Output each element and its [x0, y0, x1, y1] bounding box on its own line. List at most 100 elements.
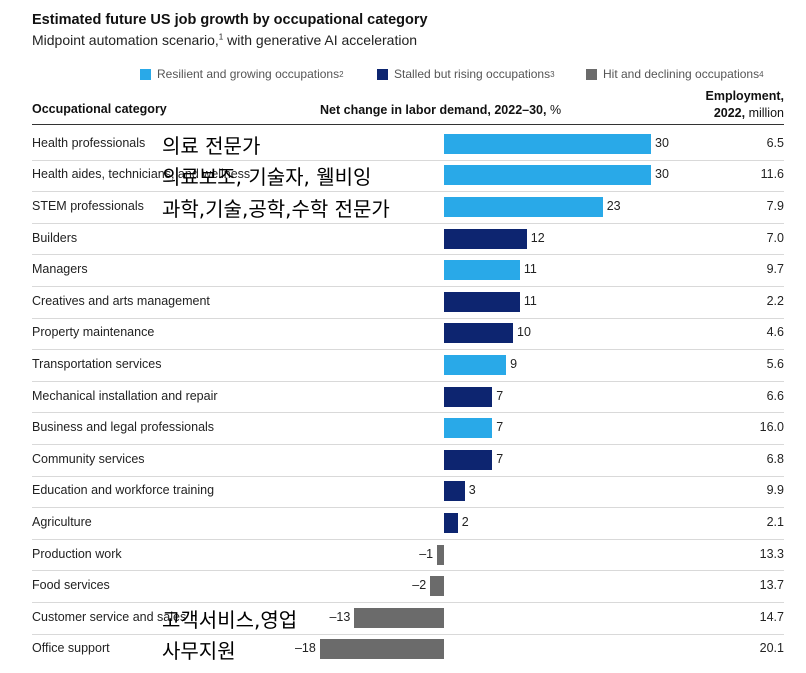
- bar-business-and-legal-professionals: [444, 418, 493, 439]
- category-label-community-services: Community services: [32, 451, 145, 466]
- bar-builders: [444, 228, 527, 249]
- employment-header-line1: Employment,: [705, 89, 785, 103]
- category-label-food-services: Food services: [32, 578, 110, 593]
- value-label-office-support: –18: [294, 641, 316, 656]
- value-label-creatives-and-arts-management: 11: [523, 293, 537, 308]
- legend-footnote-declining: 4: [759, 69, 764, 79]
- value-label-stem-professionals: 23: [606, 199, 621, 213]
- row-divider: [32, 570, 784, 572]
- employment-value-production-work: 13.3: [759, 546, 784, 561]
- category-label-business-and-legal-professionals: Business and legal professionals: [32, 420, 215, 435]
- category-label-transportation-services: Transportation services: [32, 357, 162, 371]
- value-label-agriculture: 2: [461, 515, 469, 529]
- category-label-mechanical-installation-and-repair: Mechanical installation and repair: [32, 388, 218, 403]
- row-divider: [32, 317, 784, 319]
- legend-swatch-stalled: [377, 68, 388, 80]
- korean-annotation: 과학,기술,공학,수학 전문가: [162, 197, 390, 221]
- employment-value-food-services: 13.7: [759, 578, 784, 593]
- row-divider: [32, 159, 784, 161]
- value-label-property-maintenance: 10: [517, 325, 531, 340]
- value-label-health-aides-technicians-and-wellness: 30: [655, 167, 669, 182]
- subtitle-text: Midpoint automation scenario,: [32, 32, 219, 48]
- row-divider: [32, 538, 784, 540]
- category-label-builders: Builders: [32, 230, 78, 245]
- value-label-customer-service-and-sales: –13: [329, 609, 351, 624]
- bar-creatives-and-arts-management: [444, 291, 520, 312]
- category-label-property-maintenance: Property maintenance: [32, 325, 155, 340]
- subtitle-text-rest: with generative AI acceleration: [223, 32, 418, 48]
- chart-legend: Resilient and growing occupations 2 Stall…: [0, 67, 790, 85]
- row-divider: [32, 380, 784, 382]
- category-label-production-work: Production work: [32, 546, 122, 561]
- employment-value-builders: 7.0: [766, 230, 784, 245]
- value-label-transportation-services: 9: [510, 357, 518, 371]
- bar-education-and-workforce-training: [444, 481, 465, 502]
- bar-agriculture: [444, 513, 458, 533]
- category-label-office-support: Office support: [32, 641, 110, 656]
- legend-item-resilient: Resilient and growing occupations 2: [140, 67, 344, 81]
- employment-value-managers: 9.7: [766, 262, 784, 277]
- value-label-education-and-workforce-training: 3: [468, 483, 476, 498]
- bar-office-support: [319, 639, 444, 660]
- net-change-header-text: Net change in labor demand, 2022–30,: [320, 103, 547, 117]
- bar-production-work: [437, 544, 444, 565]
- employment-header-line2: 2022, million: [713, 106, 784, 120]
- subtitle-footnote: 1: [218, 32, 224, 42]
- employment-value-property-maintenance: 4.6: [766, 325, 784, 340]
- value-label-business-and-legal-professionals: 7: [496, 420, 504, 435]
- bar-managers: [444, 260, 520, 281]
- bar-food-services: [430, 576, 444, 597]
- category-label-creatives-and-arts-management: Creatives and arts management: [32, 293, 210, 308]
- column-header-employment: Employment, 2022, million: [706, 88, 785, 122]
- legend-item-stalled: Stalled but rising occupations 3: [377, 67, 555, 81]
- bar-property-maintenance: [444, 323, 513, 344]
- value-label-health-professionals: 30: [655, 135, 669, 150]
- bar-health-aides-technicians-and-wellness: [444, 165, 651, 186]
- legend-label-declining: Hit and declining occupations: [603, 67, 760, 81]
- category-label-health-aides-technicians-and-wellness: Health aides, technicians, and wellness: [32, 167, 251, 182]
- category-label-health-professionals: Health professionals: [32, 135, 146, 150]
- employment-value-mechanical-installation-and-repair: 6.6: [766, 388, 784, 403]
- employment-value-customer-service-and-sales: 14.7: [759, 609, 784, 624]
- category-label-education-and-workforce-training: Education and workforce training: [32, 483, 215, 498]
- category-label-stem-professionals: STEM professionals: [32, 199, 144, 213]
- legend-swatch-resilient: [140, 68, 151, 80]
- bar-transportation-services: [444, 355, 507, 375]
- category-label-customer-service-and-sales: Customer service and sales: [32, 609, 187, 624]
- row-divider: [32, 286, 784, 287]
- category-label-agriculture: Agriculture: [32, 515, 92, 529]
- korean-annotation: 고객서비스,영업: [162, 607, 298, 632]
- row-divider: [32, 507, 784, 509]
- legend-item-declining: Hit and declining occupations 4: [586, 67, 764, 81]
- legend-footnote-stalled: 3: [550, 69, 555, 79]
- employment-value-agriculture: 2.1: [766, 515, 784, 529]
- employment-value-health-aides-technicians-and-wellness: 11.6: [760, 167, 784, 182]
- row-divider: [32, 222, 784, 224]
- row-divider: [32, 475, 784, 477]
- chart-title: Estimated future US job growth by occupa…: [32, 12, 428, 28]
- employment-value-stem-professionals: 7.9: [766, 199, 784, 213]
- employment-value-office-support: 20.1: [759, 641, 784, 656]
- column-header-net-change: Net change in labor demand, 2022–30, %: [320, 103, 561, 117]
- korean-annotation: 의료보조, 기술자, 웰비잉: [162, 165, 372, 190]
- value-label-community-services: 7: [496, 451, 504, 466]
- korean-annotation: 의료 전문가: [162, 133, 261, 158]
- row-divider: [32, 602, 784, 603]
- employment-value-transportation-services: 5.6: [766, 357, 784, 371]
- bar-mechanical-installation-and-repair: [444, 386, 493, 407]
- column-header-category: Occupational category: [32, 102, 167, 116]
- employment-value-community-services: 6.8: [766, 451, 784, 466]
- employment-value-education-and-workforce-training: 9.9: [766, 483, 784, 498]
- bar-stem-professionals: [444, 197, 603, 217]
- chart-subtitle: Midpoint automation scenario,1 with gene…: [32, 32, 417, 48]
- row-divider: [32, 349, 784, 351]
- employment-value-business-and-legal-professionals: 16.0: [759, 420, 784, 435]
- bar-community-services: [444, 449, 493, 470]
- row-divider: [32, 254, 784, 256]
- bar-customer-service-and-sales: [354, 607, 444, 628]
- value-label-production-work: –1: [419, 546, 434, 561]
- value-label-managers: 11: [523, 262, 537, 277]
- category-label-managers: Managers: [32, 262, 88, 277]
- row-divider: [32, 412, 784, 414]
